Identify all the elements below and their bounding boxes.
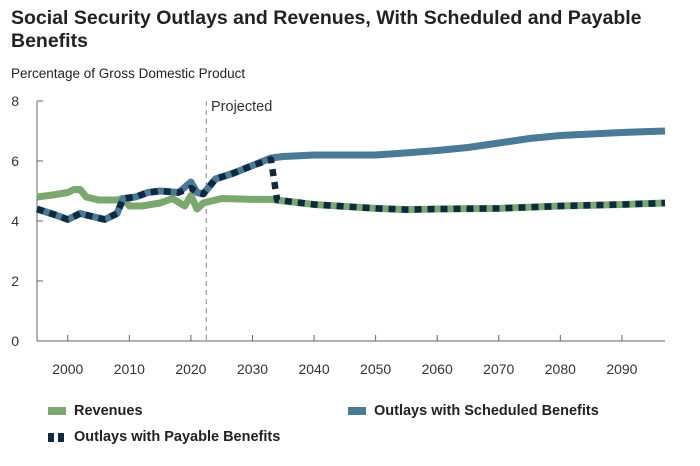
chart-title: Social Security Outlays and Revenues, Wi… (11, 7, 642, 52)
x-tick-label: 2060 (422, 361, 453, 377)
x-tick-label: 2010 (114, 361, 145, 377)
legend-scheduled: Outlays with Scheduled Benefits (348, 403, 599, 419)
x-tick-label: 2030 (237, 361, 268, 377)
x-tick-label: 2080 (545, 361, 576, 377)
legend-label: Revenues (74, 403, 143, 419)
y-tick-label: 2 (11, 273, 19, 289)
legend-revenues: Revenues (48, 403, 143, 419)
series-line-revenues (36, 186, 666, 214)
legend-label: Outlays with Payable Benefits (74, 429, 281, 445)
x-tick-label: 2000 (52, 361, 83, 377)
x-tick-label: 2070 (483, 361, 514, 377)
legend-swatch-payable (48, 432, 66, 442)
projected-label: Projected (211, 99, 272, 115)
x-tick-label: 2050 (360, 361, 391, 377)
y-tick-label: 8 (11, 93, 19, 109)
y-tick-label: 4 (11, 213, 19, 229)
x-tick-label: 2020 (175, 361, 206, 377)
legend-label: Outlays with Scheduled Benefits (374, 403, 599, 419)
legend-payable: Outlays with Payable Benefits (48, 429, 280, 445)
series-line-outlays-with-payable-benefits (35, 156, 666, 223)
x-tick-label: 2090 (606, 361, 637, 377)
y-tick-label: 0 (11, 333, 19, 349)
y-axis-label: Percentage of Gross Domestic Product (11, 66, 246, 81)
legend-swatch-scheduled (348, 407, 366, 415)
x-tick-label: 2040 (298, 361, 329, 377)
legend-swatch-revenues (48, 407, 66, 415)
y-tick-label: 6 (11, 153, 19, 169)
